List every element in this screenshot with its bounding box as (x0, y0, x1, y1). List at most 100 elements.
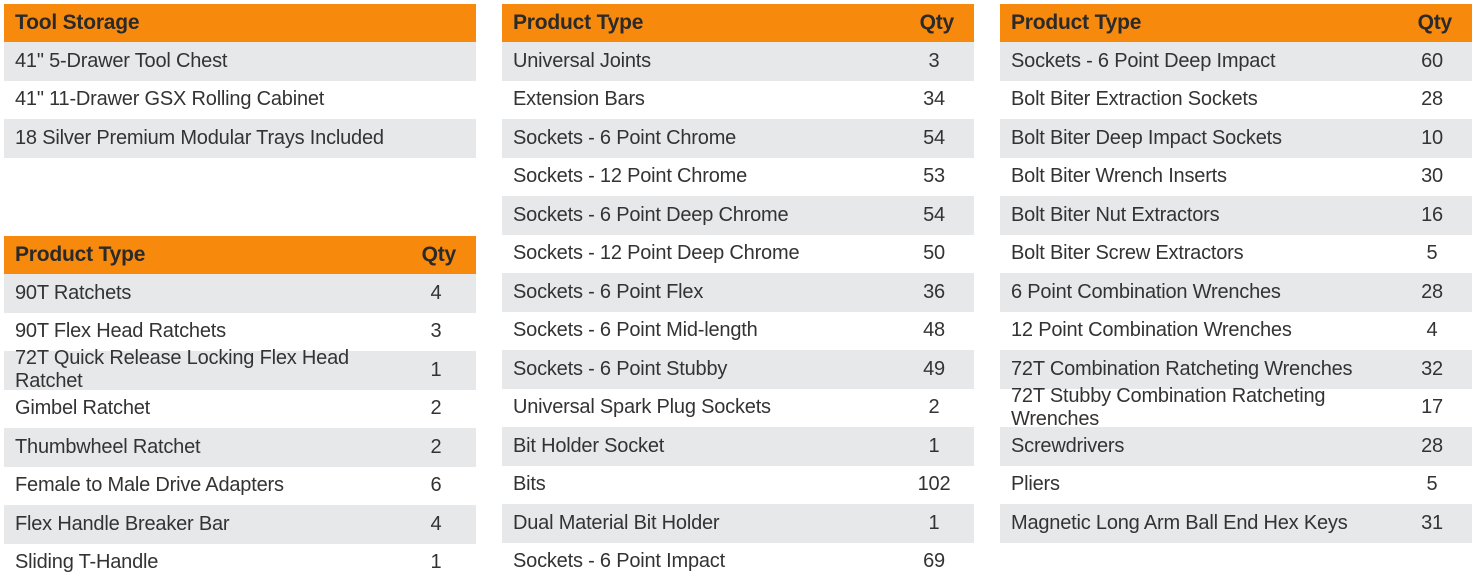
product-name: 6 Point Combination Wrenches (1011, 281, 1281, 304)
product-qty: 31 (1412, 512, 1452, 535)
product-qty: 50 (914, 242, 954, 265)
product-qty: 1 (416, 359, 456, 382)
table-row: 90T Ratchets 4 (4, 274, 476, 313)
table-row: Gimbel Ratchet 2 (4, 390, 476, 429)
product-qty: 16 (1412, 204, 1452, 227)
product-qty: 36 (914, 281, 954, 304)
product-name: Bits (513, 473, 546, 496)
product-name: Dual Material Bit Holder (513, 512, 719, 535)
product-name: Sockets - 6 Point Deep Impact (1011, 50, 1275, 73)
product-qty: 3 (914, 50, 954, 73)
table-row: 72T Combination Ratcheting Wrenches 32 (1000, 350, 1472, 389)
product-table-left-header: Product Type Qty (4, 236, 476, 274)
product-name: Flex Handle Breaker Bar (15, 513, 229, 536)
product-name: 72T Stubby Combination Ratcheting Wrench… (1011, 385, 1412, 431)
product-qty: 54 (914, 127, 954, 150)
table-row: Sockets - 6 Point Chrome 54 (502, 119, 974, 158)
table-row: Bits 102 (502, 466, 974, 505)
table-row: 6 Point Combination Wrenches 28 (1000, 273, 1472, 312)
product-name: Bit Holder Socket (513, 435, 664, 458)
table-row: Flex Handle Breaker Bar 4 (4, 505, 476, 544)
product-name: 72T Quick Release Locking Flex Head Ratc… (15, 347, 416, 393)
product-name: Bolt Biter Deep Impact Sockets (1011, 127, 1282, 150)
product-qty: 5 (1412, 242, 1452, 265)
product-qty: 60 (1412, 50, 1452, 73)
product-qty: 17 (1412, 396, 1452, 419)
header-product-type: Product Type (513, 11, 643, 35)
table-row: 72T Quick Release Locking Flex Head Ratc… (4, 351, 476, 390)
product-name: Sockets - 6 Point Stubby (513, 358, 727, 381)
product-qty: 34 (914, 88, 954, 111)
product-name: Bolt Biter Nut Extractors (1011, 204, 1219, 227)
table-row: Bolt Biter Deep Impact Sockets 10 (1000, 119, 1472, 158)
product-table-middle-header: Product Type Qty (502, 4, 974, 42)
product-qty: 30 (1412, 165, 1452, 188)
table-row: 90T Flex Head Ratchets 3 (4, 313, 476, 352)
product-name: Gimbel Ratchet (15, 397, 150, 420)
table-row: Bolt Biter Wrench Inserts 30 (1000, 158, 1472, 197)
product-qty: 32 (1412, 358, 1452, 381)
product-qty: 48 (914, 319, 954, 342)
product-name: 72T Combination Ratcheting Wrenches (1011, 358, 1352, 381)
product-name: 90T Flex Head Ratchets (15, 320, 226, 343)
tool-storage-item: 41" 11-Drawer GSX Rolling Cabinet (15, 88, 324, 111)
product-name: Bolt Biter Wrench Inserts (1011, 165, 1227, 188)
product-qty: 53 (914, 165, 954, 188)
product-name: Female to Male Drive Adapters (15, 474, 284, 497)
product-qty: 1 (914, 512, 954, 535)
tool-storage-row: 18 Silver Premium Modular Trays Included (4, 119, 476, 158)
product-qty: 5 (1412, 473, 1452, 496)
product-qty: 4 (416, 513, 456, 536)
product-name: 12 Point Combination Wrenches (1011, 319, 1292, 342)
product-name: Sockets - 12 Point Deep Chrome (513, 242, 799, 265)
tool-storage-table: Tool Storage 41" 5-Drawer Tool Chest 41"… (4, 4, 476, 158)
product-name: 90T Ratchets (15, 282, 131, 305)
table-row: 72T Stubby Combination Ratcheting Wrench… (1000, 389, 1472, 428)
product-qty: 28 (1412, 88, 1452, 111)
product-qty: 28 (1412, 281, 1452, 304)
table-row: Dual Material Bit Holder 1 (502, 504, 974, 543)
product-qty: 1 (914, 435, 954, 458)
product-qty: 49 (914, 358, 954, 381)
product-name: Pliers (1011, 473, 1060, 496)
tool-storage-header: Tool Storage (4, 4, 476, 42)
product-qty: 1 (416, 551, 456, 574)
table-row: Sockets - 6 Point Impact 69 (502, 543, 974, 582)
product-qty: 69 (914, 550, 954, 573)
product-name: Sockets - 6 Point Deep Chrome (513, 204, 788, 227)
tool-storage-row: 41" 11-Drawer GSX Rolling Cabinet (4, 81, 476, 120)
product-table-right: Product Type Qty Sockets - 6 Point Deep … (1000, 4, 1472, 543)
tool-storage-item: 18 Silver Premium Modular Trays Included (15, 127, 384, 150)
product-qty: 2 (914, 396, 954, 419)
product-table-right-header: Product Type Qty (1000, 4, 1472, 42)
header-qty: Qty (914, 11, 954, 35)
product-qty: 102 (914, 473, 954, 496)
table-row: Sockets - 12 Point Deep Chrome 50 (502, 235, 974, 274)
product-name: Sliding T-Handle (15, 551, 158, 574)
header-product-type: Product Type (15, 243, 145, 267)
product-qty: 3 (416, 320, 456, 343)
product-qty: 2 (416, 397, 456, 420)
product-name: Sockets - 6 Point Impact (513, 550, 725, 573)
table-row: Sockets - 6 Point Deep Impact 60 (1000, 42, 1472, 81)
product-name: Universal Spark Plug Sockets (513, 396, 771, 419)
product-name: Sockets - 6 Point Chrome (513, 127, 736, 150)
product-qty: 28 (1412, 435, 1452, 458)
tool-storage-row: 41" 5-Drawer Tool Chest (4, 42, 476, 81)
header-qty: Qty (1412, 11, 1452, 35)
product-table-left: Product Type Qty 90T Ratchets 4 90T Flex H… (4, 236, 476, 582)
product-qty: 2 (416, 436, 456, 459)
product-qty: 4 (416, 282, 456, 305)
table-row: Sockets - 6 Point Stubby 49 (502, 350, 974, 389)
product-name: Extension Bars (513, 88, 645, 111)
product-qty: 10 (1412, 127, 1452, 150)
table-row: Pliers 5 (1000, 466, 1472, 505)
